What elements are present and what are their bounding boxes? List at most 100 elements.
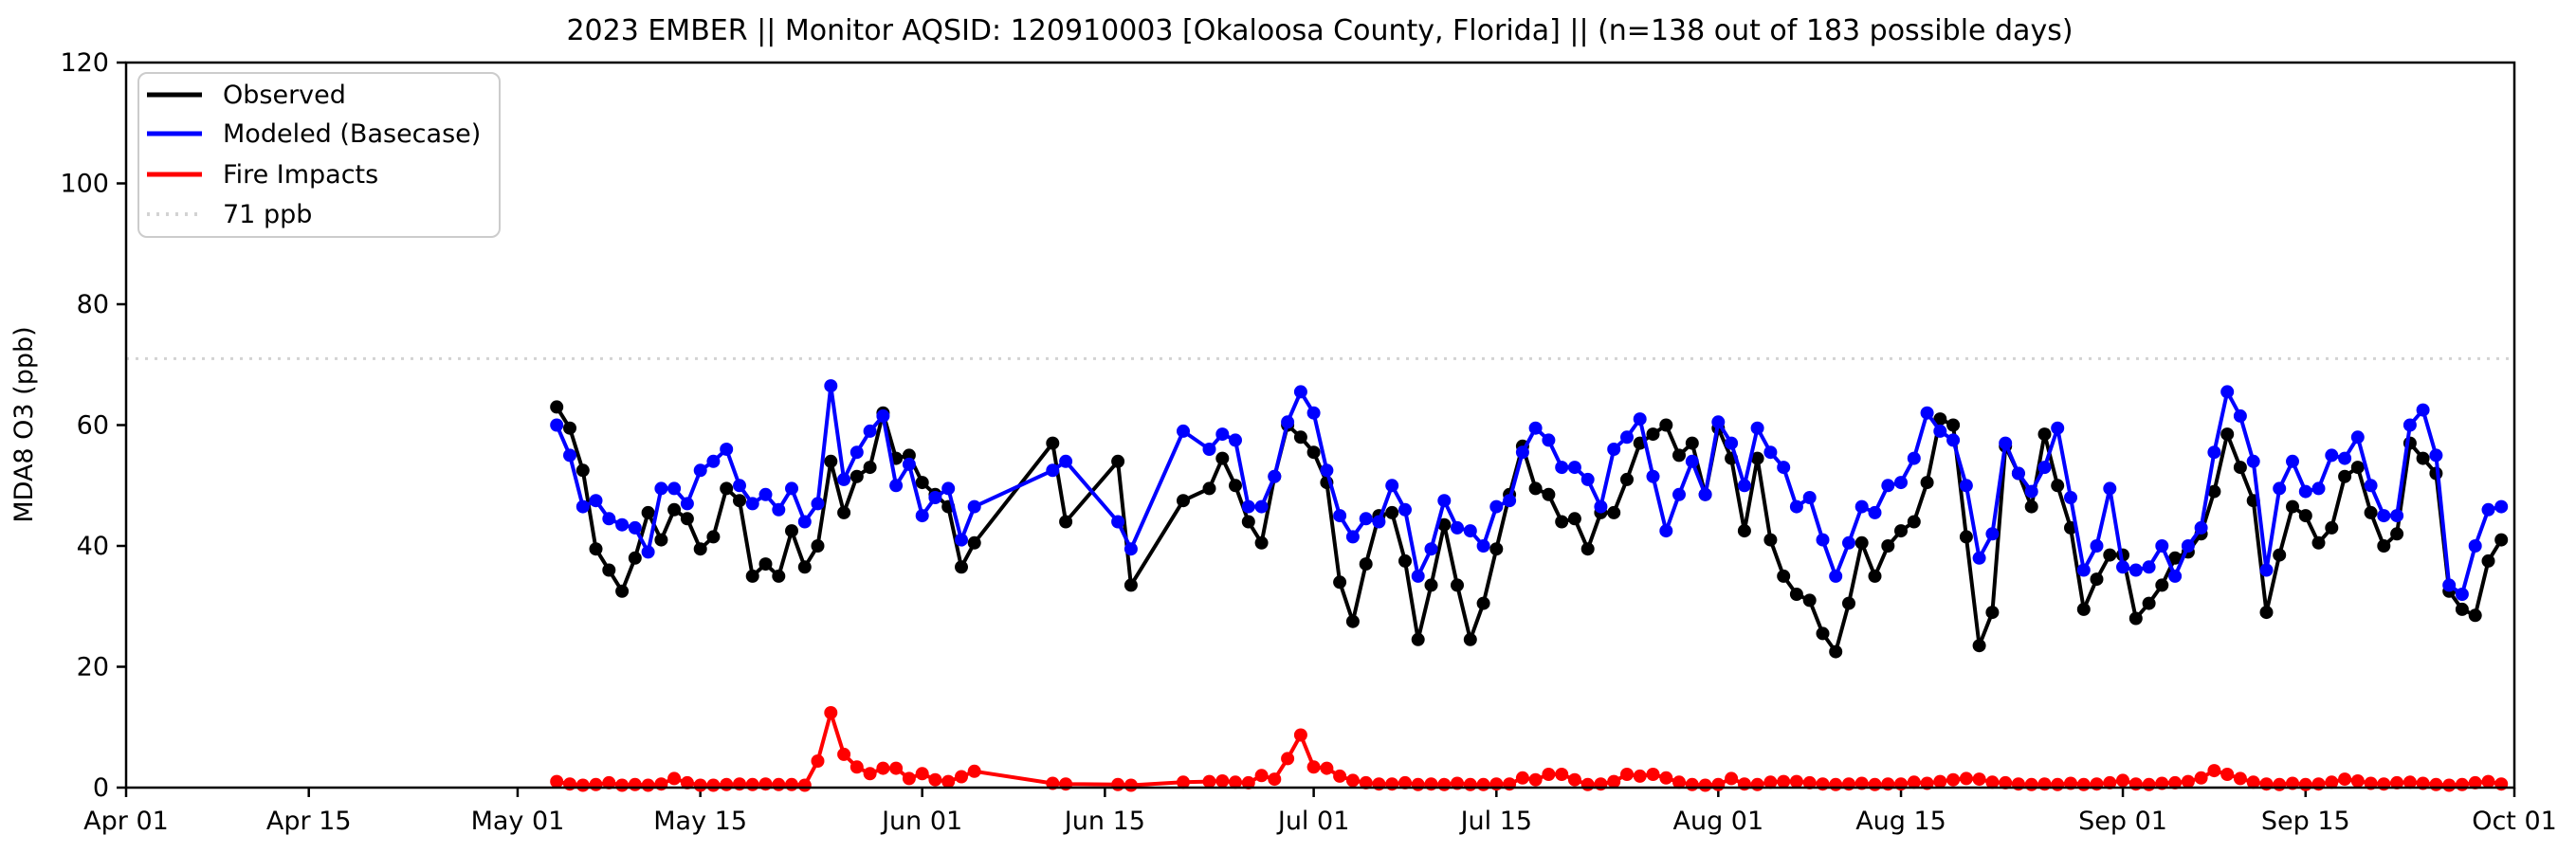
data-point <box>2455 777 2469 791</box>
data-point <box>628 520 642 535</box>
data-point <box>667 771 682 786</box>
data-point <box>1528 772 1543 787</box>
data-point <box>2024 484 2038 499</box>
data-point <box>589 542 603 556</box>
data-point <box>1894 524 1908 538</box>
data-point <box>1907 515 1921 529</box>
data-point <box>550 774 564 789</box>
data-point <box>550 400 564 414</box>
data-point <box>2128 563 2143 577</box>
data-point <box>641 545 655 559</box>
data-point <box>1476 539 1490 553</box>
data-point <box>720 777 734 791</box>
data-point <box>1777 774 1791 789</box>
x-tick-label: Apr 15 <box>266 807 352 836</box>
data-point <box>1972 639 1986 653</box>
data-point <box>824 454 838 468</box>
data-point <box>1972 772 1986 787</box>
data-point <box>915 767 929 781</box>
data-point <box>1763 533 1778 547</box>
data-point <box>2011 466 2025 481</box>
data-point <box>1750 451 1764 465</box>
data-point <box>1881 479 1895 493</box>
data-point <box>837 505 851 519</box>
data-point <box>1868 505 1882 519</box>
data-point <box>850 445 864 460</box>
data-point <box>667 481 682 496</box>
data-point <box>667 502 682 517</box>
data-point <box>563 448 576 463</box>
data-point <box>693 778 707 792</box>
data-point <box>1672 487 1686 501</box>
data-point <box>2350 461 2365 475</box>
data-point <box>2364 479 2378 493</box>
data-point <box>967 499 981 514</box>
data-point <box>2051 479 2065 493</box>
data-point <box>1829 777 1843 791</box>
data-point <box>2103 481 2117 496</box>
data-point <box>2455 588 2469 601</box>
data-point <box>2402 418 2417 432</box>
data-point <box>1359 557 1373 572</box>
data-point <box>1385 479 1399 493</box>
data-point <box>1607 505 1621 519</box>
data-point <box>602 512 616 526</box>
data-point <box>1293 430 1307 445</box>
data-point <box>2142 596 2156 610</box>
series-markers-1 <box>550 379 2509 601</box>
data-point <box>1868 777 1882 791</box>
data-point <box>1946 418 1961 432</box>
data-point <box>850 760 864 774</box>
data-point <box>1059 454 1073 468</box>
data-point <box>1620 768 1634 781</box>
data-point <box>2037 461 2052 475</box>
data-point <box>2090 572 2104 587</box>
data-point <box>1907 775 1921 789</box>
data-point <box>1881 539 1895 553</box>
data-point <box>2142 560 2156 574</box>
data-point <box>1711 777 1726 791</box>
data-point <box>1854 535 1869 550</box>
data-point <box>902 457 916 471</box>
data-point <box>1215 774 1230 788</box>
data-point <box>1816 626 1830 641</box>
data-point <box>1711 415 1726 429</box>
data-point <box>2103 548 2117 562</box>
data-point <box>2168 569 2183 583</box>
data-point <box>2429 448 2443 463</box>
data-point <box>575 463 590 478</box>
data-point <box>550 418 564 432</box>
data-point <box>1580 472 1595 486</box>
data-point <box>1542 433 1556 447</box>
data-point <box>680 512 694 526</box>
data-point <box>1177 775 1190 789</box>
data-point <box>797 560 812 574</box>
data-point <box>589 777 603 791</box>
data-point <box>2286 499 2299 514</box>
data-point <box>1829 644 1843 659</box>
data-point <box>680 497 694 511</box>
data-point <box>2338 451 2352 465</box>
data-point <box>2468 539 2482 553</box>
data-point <box>1920 406 1934 420</box>
data-point <box>824 379 838 393</box>
data-point <box>1750 777 1764 791</box>
data-point <box>941 481 956 496</box>
data-point <box>2286 454 2299 468</box>
data-point <box>2390 509 2404 523</box>
legend-label-observed: Observed <box>223 81 346 110</box>
data-point <box>1802 593 1817 608</box>
data-point <box>1763 775 1778 789</box>
data-point <box>1750 421 1764 435</box>
data-point <box>1659 771 1673 785</box>
data-point <box>1959 530 1973 544</box>
data-point <box>745 569 759 583</box>
data-point <box>2181 774 2195 789</box>
data-point <box>2103 775 2117 789</box>
data-point <box>1542 768 1556 781</box>
data-point <box>1933 424 1947 438</box>
data-point <box>1503 494 1517 508</box>
data-point <box>797 515 812 529</box>
